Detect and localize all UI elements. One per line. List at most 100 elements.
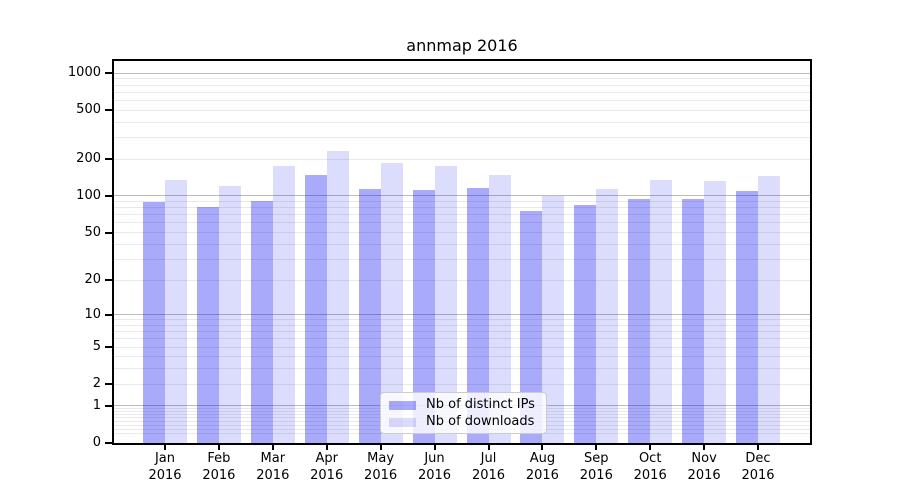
bar-downloads — [380, 162, 403, 443]
y-tick — [105, 279, 113, 281]
y-tick-label: 10 — [84, 306, 101, 322]
legend-label-distinct-ips: Nb of distinct IPs — [426, 397, 535, 412]
legend-swatch-distinct-ips — [389, 400, 416, 410]
x-tick-year: 2016 — [579, 468, 613, 483]
bar-downloads — [488, 175, 511, 443]
y-tick — [105, 194, 113, 197]
gridline-minor — [114, 109, 810, 111]
x-tick-label: Sep 2016 — [556, 450, 636, 484]
gridline-minor — [114, 383, 810, 385]
x-tick-label: Jun 2016 — [395, 450, 475, 484]
gridline-minor — [114, 279, 810, 281]
x-tick — [379, 445, 382, 450]
x-tick — [757, 445, 759, 450]
gridline-minor — [114, 200, 810, 202]
chart-title: annmap 2016 — [406, 36, 518, 55]
x-tick-year: 2016 — [202, 468, 236, 483]
y-tick — [105, 442, 113, 444]
gridline-minor — [114, 319, 810, 321]
gridline-minor — [114, 331, 810, 333]
x-tick-year: 2016 — [633, 468, 667, 483]
y-tick-label: 20 — [84, 272, 101, 287]
gridline-minor — [114, 214, 810, 216]
gridline-minor — [114, 324, 810, 326]
bar-downloads — [596, 189, 619, 443]
x-tick — [164, 445, 166, 450]
x-tick-label: Apr 2016 — [287, 450, 367, 484]
x-tick-label: Oct 2016 — [610, 450, 690, 484]
x-tick-label: Dec 2016 — [718, 450, 798, 484]
bar-downloads — [650, 179, 673, 443]
bar-distinct-ips — [304, 175, 327, 443]
x-tick-label: Nov 2016 — [664, 450, 744, 484]
y-tick — [105, 383, 113, 386]
bar-distinct-ips — [736, 191, 758, 443]
legend-label-downloads: Nb of downloads — [426, 414, 535, 429]
bar-downloads — [272, 165, 295, 443]
y-tick — [105, 158, 113, 160]
y-tick-label: 5 — [92, 339, 101, 355]
bar-downloads — [542, 195, 565, 443]
bar-downloads — [165, 179, 187, 443]
y-tick — [105, 313, 113, 316]
gridline-minor — [114, 356, 810, 358]
gridline-minor — [114, 99, 810, 101]
bar-distinct-ips — [358, 189, 381, 443]
x-tick-year: 2016 — [687, 468, 721, 483]
gridline-minor — [114, 121, 810, 123]
gridline-minor — [114, 84, 810, 86]
x-tick-label: Feb 2016 — [179, 450, 259, 484]
gridline-minor — [114, 243, 810, 245]
bar-distinct-ips — [574, 205, 597, 443]
legend-row: Nb of downloads — [387, 414, 540, 430]
y-tick-label: 100 — [76, 187, 101, 203]
bar-downloads — [218, 186, 241, 443]
x-tick — [541, 445, 544, 450]
x-tick-label: Mar 2016 — [233, 450, 313, 484]
x-tick — [487, 445, 490, 450]
y-tick-label: 2 — [92, 376, 101, 392]
gridline-major — [114, 72, 810, 74]
x-tick-label: Jan 2016 — [125, 450, 205, 484]
y-tick — [105, 346, 113, 349]
x-tick-year: 2016 — [741, 468, 775, 483]
x-tick-label: Jul 2016 — [449, 450, 529, 484]
y-tick — [105, 72, 113, 74]
legend-row: Nb of distinct IPs — [387, 397, 540, 413]
x-tick-year: 2016 — [471, 468, 506, 483]
y-tick-label: 1 — [92, 397, 101, 413]
x-tick-year: 2016 — [256, 468, 290, 483]
x-tick-year: 2016 — [310, 468, 344, 483]
gridline-minor — [114, 207, 810, 209]
bar-downloads — [704, 181, 727, 443]
bar-downloads — [758, 175, 780, 443]
gridline-minor — [114, 158, 810, 160]
bar-downloads — [326, 151, 349, 443]
gridline-minor — [114, 258, 810, 260]
x-tick-year: 2016 — [525, 468, 559, 483]
x-tick-year: 2016 — [148, 468, 182, 483]
x-tick — [595, 445, 598, 450]
gridline-minor — [114, 368, 810, 370]
x-tick-year: 2016 — [364, 468, 398, 483]
y-tick-label: 1000 — [67, 65, 101, 80]
bar-distinct-ips — [682, 199, 705, 443]
x-tick — [217, 445, 220, 450]
bar-distinct-ips — [628, 199, 651, 443]
x-tick — [433, 445, 436, 450]
y-tick — [105, 109, 113, 112]
x-tick-year: 2016 — [417, 468, 452, 483]
bar-distinct-ips — [196, 207, 219, 443]
gridline-minor — [114, 222, 810, 224]
gridline-minor — [114, 346, 810, 348]
x-tick-label: Aug 2016 — [502, 450, 582, 484]
legend-swatch-downloads — [389, 417, 416, 427]
x-tick-label: May 2016 — [341, 450, 421, 484]
bar-distinct-ips — [412, 189, 435, 443]
bar-downloads — [434, 166, 457, 443]
y-tick — [105, 231, 113, 234]
bar-distinct-ips — [250, 200, 273, 443]
bar-distinct-ips — [143, 202, 165, 443]
gridline-major — [114, 314, 810, 316]
